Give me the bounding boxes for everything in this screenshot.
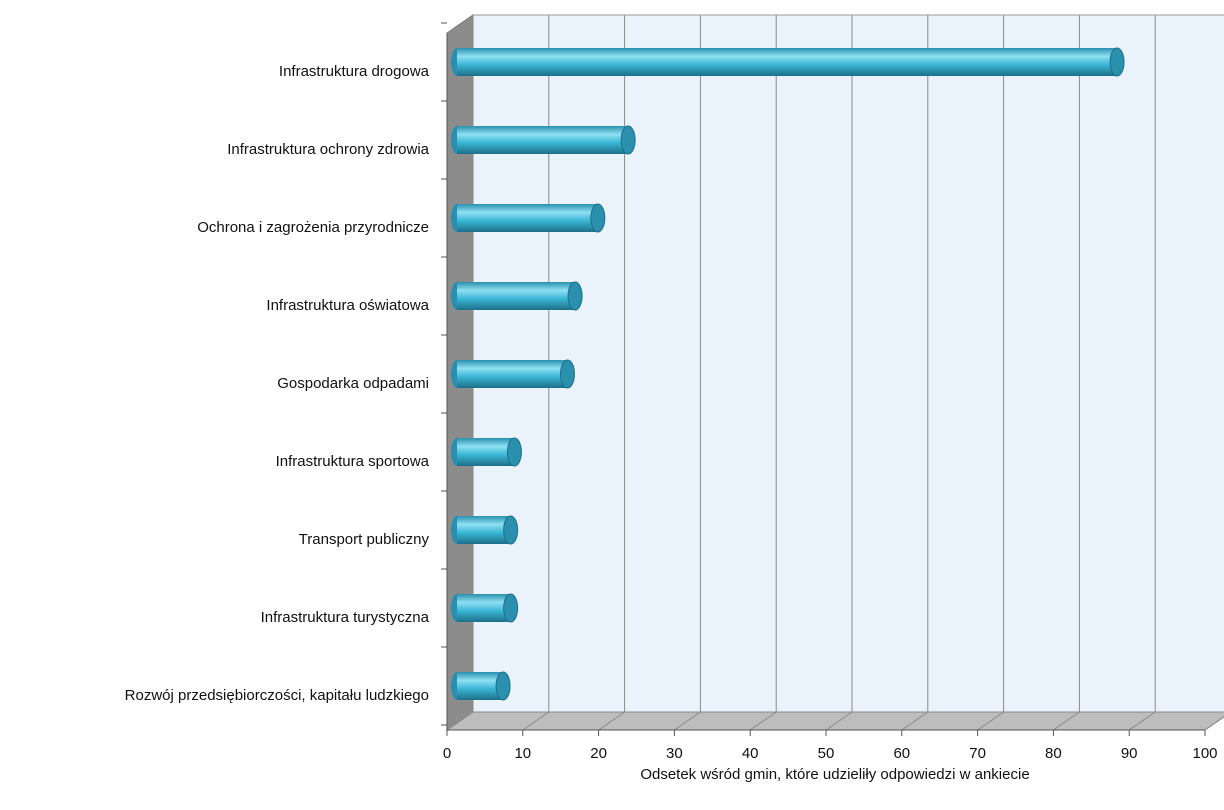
y-tick-label: Transport publiczny xyxy=(299,531,430,548)
floor-grid-line xyxy=(446,711,474,731)
bar xyxy=(451,203,606,233)
floor-grid-line xyxy=(977,711,1004,731)
floor-grid-line xyxy=(598,711,625,731)
bar xyxy=(451,125,636,155)
bar xyxy=(451,359,575,389)
back-wall xyxy=(472,14,1224,713)
x-tick-label: 60 xyxy=(893,745,910,762)
floor-grid-line xyxy=(1204,716,1224,731)
bar xyxy=(451,593,519,623)
floor-grid-line xyxy=(749,711,777,731)
y-tick-label: Infrastruktura sportowa xyxy=(276,453,430,470)
bar xyxy=(451,671,511,701)
x-tick-label: 40 xyxy=(742,745,759,762)
x-tick-label: 20 xyxy=(590,745,607,762)
x-tick-label: 70 xyxy=(969,745,986,762)
y-tick-label: Infrastruktura ochrony zdrowia xyxy=(227,141,429,158)
y-tick-label: Infrastruktura turystyczna xyxy=(261,609,430,626)
floor xyxy=(445,711,1224,731)
x-tick-label: 10 xyxy=(514,745,531,762)
x-axis-label: Odsetek wśród gmin, które udzieliły odpo… xyxy=(640,766,1029,783)
floor-grid-line xyxy=(901,711,929,731)
x-tick-label: 30 xyxy=(666,745,683,762)
bar xyxy=(451,281,583,311)
floor-grid-line xyxy=(522,711,550,731)
y-tick-label: Infrastruktura drogowa xyxy=(279,63,430,80)
y-tick-label: Infrastruktura oświatowa xyxy=(266,297,429,314)
bar xyxy=(451,515,519,545)
x-tick-label: 100 xyxy=(1192,745,1217,762)
y-tick-label: Ochrona i zagrożenia przyrodnicze xyxy=(197,219,429,236)
floor-grid-line xyxy=(825,711,853,731)
y-tick-label: Rozwój przedsiębiorczości, kapitału ludz… xyxy=(125,687,429,704)
floor-grid-line xyxy=(674,711,701,731)
x-tick-label: 80 xyxy=(1045,745,1062,762)
x-tick-label: 0 xyxy=(443,745,451,762)
floor-grid-line xyxy=(1128,711,1156,731)
floor-grid-line xyxy=(1053,711,1080,731)
x-tick-label: 90 xyxy=(1121,745,1138,762)
bar xyxy=(451,437,522,467)
x-tick-label: 50 xyxy=(818,745,835,762)
bar xyxy=(451,47,1125,77)
y-tick-label: Gospodarka odpadami xyxy=(277,375,429,392)
